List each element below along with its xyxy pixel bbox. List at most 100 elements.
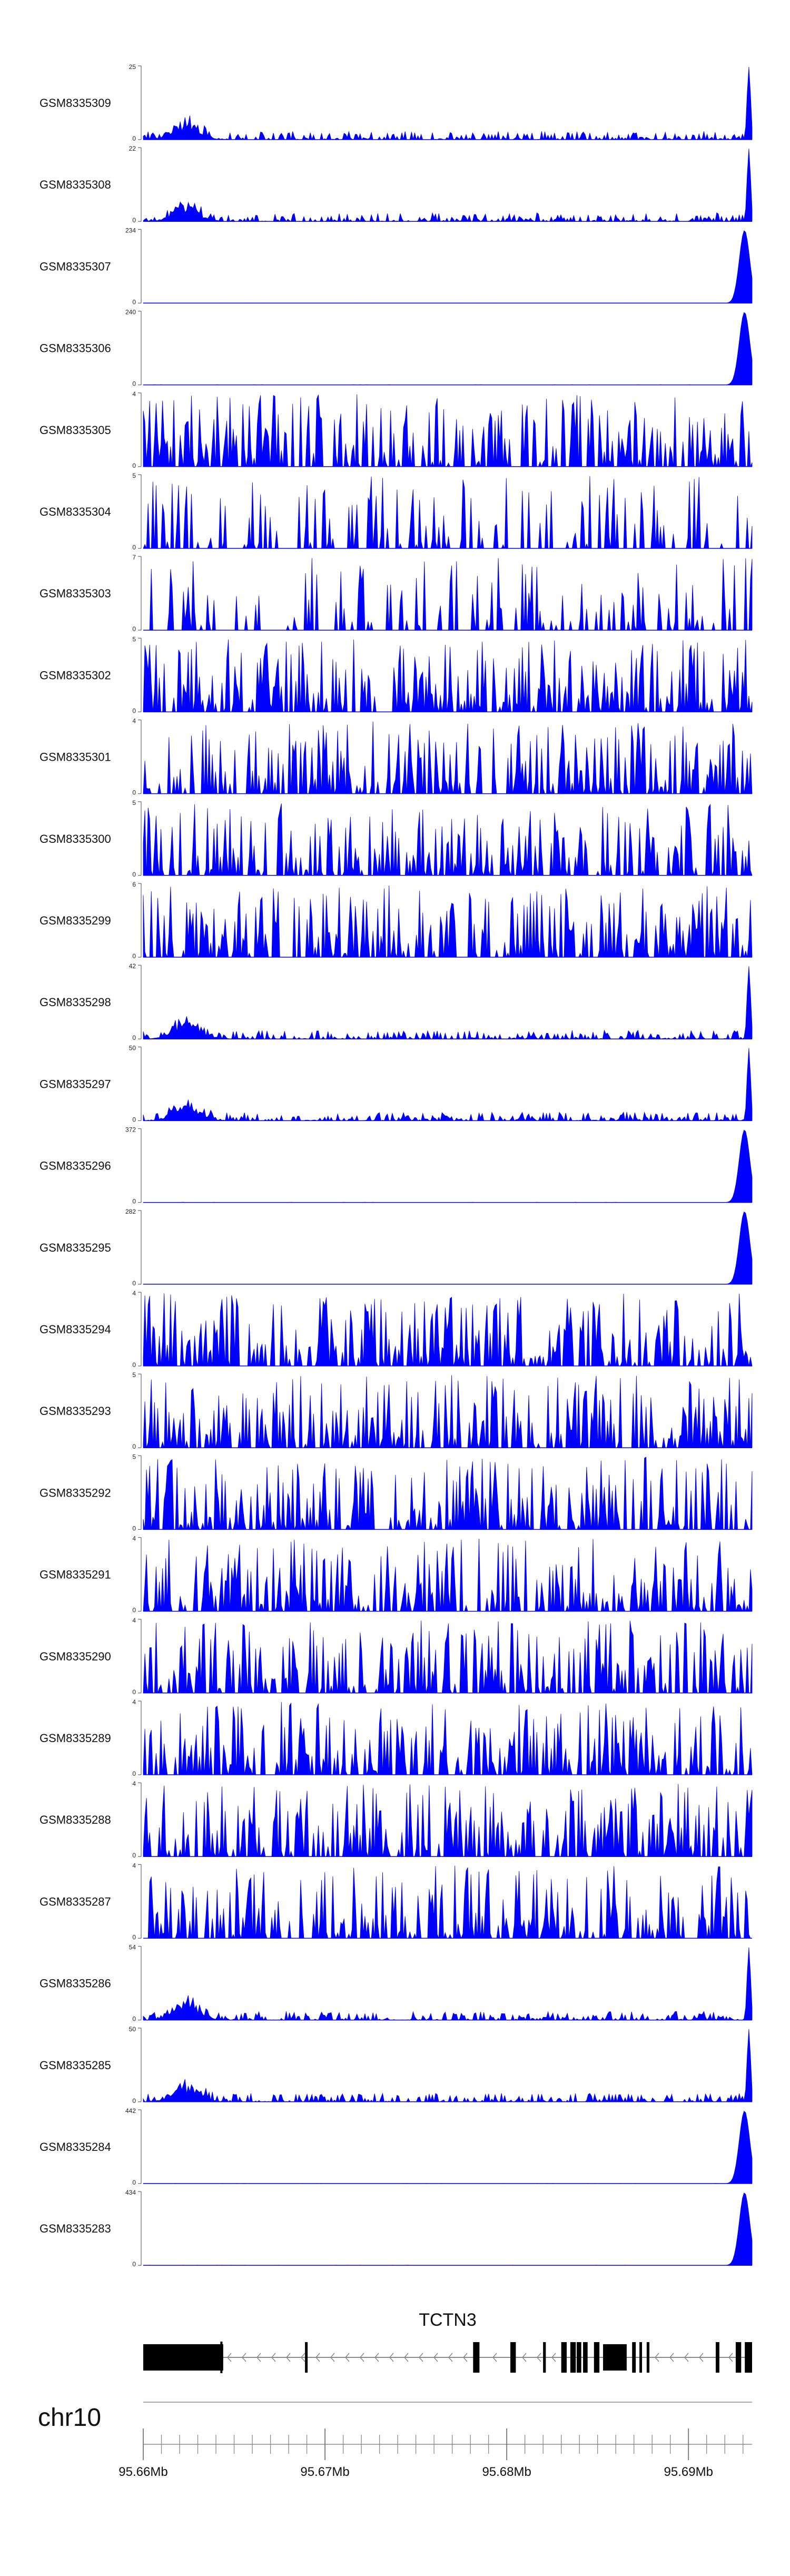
coverage-area	[143, 2192, 753, 2266]
track-GSM8335307: GSM8335307 234 0	[39, 227, 753, 306]
track-ymin-label: 0	[132, 2015, 136, 2023]
coverage-area	[143, 394, 753, 468]
track-ymin-label: 0	[132, 952, 136, 960]
x-axis-tick-label: 95.66Mb	[118, 2465, 167, 2479]
track-label: GSM8335285	[39, 2059, 111, 2072]
gene-exon	[510, 2342, 516, 2373]
coverage-area	[143, 1784, 753, 1857]
track-ymax-label: 434	[125, 2189, 136, 2196]
track-GSM8335299: GSM8335299 6 0	[39, 881, 753, 960]
track-ymax-label: 5	[132, 1371, 136, 1379]
strand-chevron	[286, 2353, 291, 2362]
track-label: GSM8335284	[39, 2140, 111, 2154]
coverage-area	[143, 149, 753, 222]
strand-chevron	[256, 2353, 261, 2362]
track-ymax-label: 7	[132, 554, 136, 561]
strand-chevron	[728, 2353, 733, 2362]
coverage-area	[143, 1129, 753, 1203]
strand-chevron	[419, 2353, 423, 2362]
strand-chevron	[301, 2353, 305, 2362]
strand-chevron	[360, 2353, 364, 2362]
track-ymin-label: 0	[132, 1443, 136, 1450]
gene-exon	[473, 2342, 480, 2373]
track-ymin-label: 0	[132, 789, 136, 797]
track-ymin-label: 0	[132, 1770, 136, 1777]
gene-exon	[577, 2342, 581, 2373]
track-ymin-label: 0	[132, 380, 136, 388]
track-label: GSM8335302	[39, 668, 111, 682]
genomic-axis: chr10 95.66Mb 95.67Mb 95.68Mb 95.69Mb	[38, 2402, 752, 2479]
track-ymin-label: 0	[132, 2260, 136, 2268]
track-GSM8335288: GSM8335288 4 0	[39, 1780, 753, 1859]
track-ymax-label: 4	[132, 1780, 136, 1787]
strand-chevron	[374, 2353, 379, 2362]
track-label: GSM8335297	[39, 1077, 111, 1090]
track-ymin-label: 0	[132, 2179, 136, 2186]
gene-exon	[745, 2342, 752, 2373]
track-ymin-label: 0	[132, 1280, 136, 1287]
coverage-area	[143, 886, 753, 958]
track-ymin-label: 0	[132, 1116, 136, 1123]
track-label: GSM8335295	[39, 1241, 111, 1254]
coverage-area	[143, 476, 753, 549]
track-ymin-label: 0	[132, 1852, 136, 1859]
track-ymax-label: 50	[129, 1044, 136, 1051]
track-ymin-label: 0	[132, 1607, 136, 1614]
track-label: GSM8335309	[39, 96, 111, 110]
track-ymin-label: 0	[132, 217, 136, 224]
coverage-area	[143, 230, 753, 303]
track-ymax-label: 282	[125, 1208, 136, 1215]
coverage-area	[143, 1702, 753, 1776]
strand-chevron	[448, 2353, 453, 2362]
track-label: GSM8335307	[39, 260, 111, 273]
track-GSM8335291: GSM8335291 4 0	[39, 1535, 753, 1614]
track-ymax-label: 25	[129, 63, 136, 71]
track-ymax-label: 4	[132, 717, 136, 725]
track-label: GSM8335296	[39, 1159, 111, 1173]
x-axis-tick-label: 95.69Mb	[664, 2465, 713, 2479]
track-GSM8335286: GSM8335286 54 0	[39, 1944, 753, 2023]
track-GSM8335290: GSM8335290 4 0	[39, 1617, 753, 1696]
track-ymin-label: 0	[132, 707, 136, 714]
track-label: GSM8335298	[39, 996, 111, 1009]
track-ymin-label: 0	[132, 2097, 136, 2105]
track-ymax-label: 5	[132, 635, 136, 643]
strand-chevron	[227, 2353, 232, 2362]
track-ymax-label: 372	[125, 1126, 136, 1134]
strand-chevron	[404, 2353, 409, 2362]
coverage-area	[143, 558, 753, 631]
track-GSM8335300: GSM8335300 5 0	[39, 799, 753, 878]
track-ymax-label: 6	[132, 881, 136, 888]
strand-chevron	[389, 2353, 394, 2362]
track-ymax-label: 5	[132, 1453, 136, 1460]
track-label: GSM8335300	[39, 832, 111, 845]
coverage-area	[143, 1048, 753, 1122]
strand-chevron	[271, 2353, 276, 2362]
track-GSM8335293: GSM8335293 5 0	[39, 1371, 753, 1450]
gene-exon	[594, 2342, 600, 2373]
track-ymin-label: 0	[132, 1525, 136, 1532]
track-ymax-label: 4	[132, 1698, 136, 1706]
strand-chevron	[684, 2353, 689, 2362]
gene-exon	[603, 2344, 627, 2371]
coverage-area	[143, 1293, 753, 1367]
strand-chevron	[330, 2353, 335, 2362]
strand-chevron	[463, 2353, 468, 2362]
track-label: GSM8335304	[39, 505, 111, 518]
coverage-area	[143, 1620, 753, 1694]
track-label: GSM8335288	[39, 1813, 111, 1826]
track-ymax-label: 5	[132, 799, 136, 807]
track-ymin-label: 0	[132, 1933, 136, 1941]
strand-chevron	[669, 2353, 674, 2362]
gene-exon	[735, 2342, 742, 2373]
coverage-area	[143, 721, 753, 795]
coverage-area	[143, 1375, 753, 1448]
track-ymin-label: 0	[132, 298, 136, 306]
coverage-area	[143, 1947, 753, 2021]
track-ymin-label: 0	[132, 544, 136, 551]
track-GSM8335301: GSM8335301 4 0	[39, 717, 753, 797]
track-label: GSM8335290	[39, 1650, 111, 1663]
chromosome-label: chr10	[38, 2404, 101, 2432]
track-ymin-label: 0	[132, 135, 136, 142]
gene-exon	[143, 2344, 223, 2371]
